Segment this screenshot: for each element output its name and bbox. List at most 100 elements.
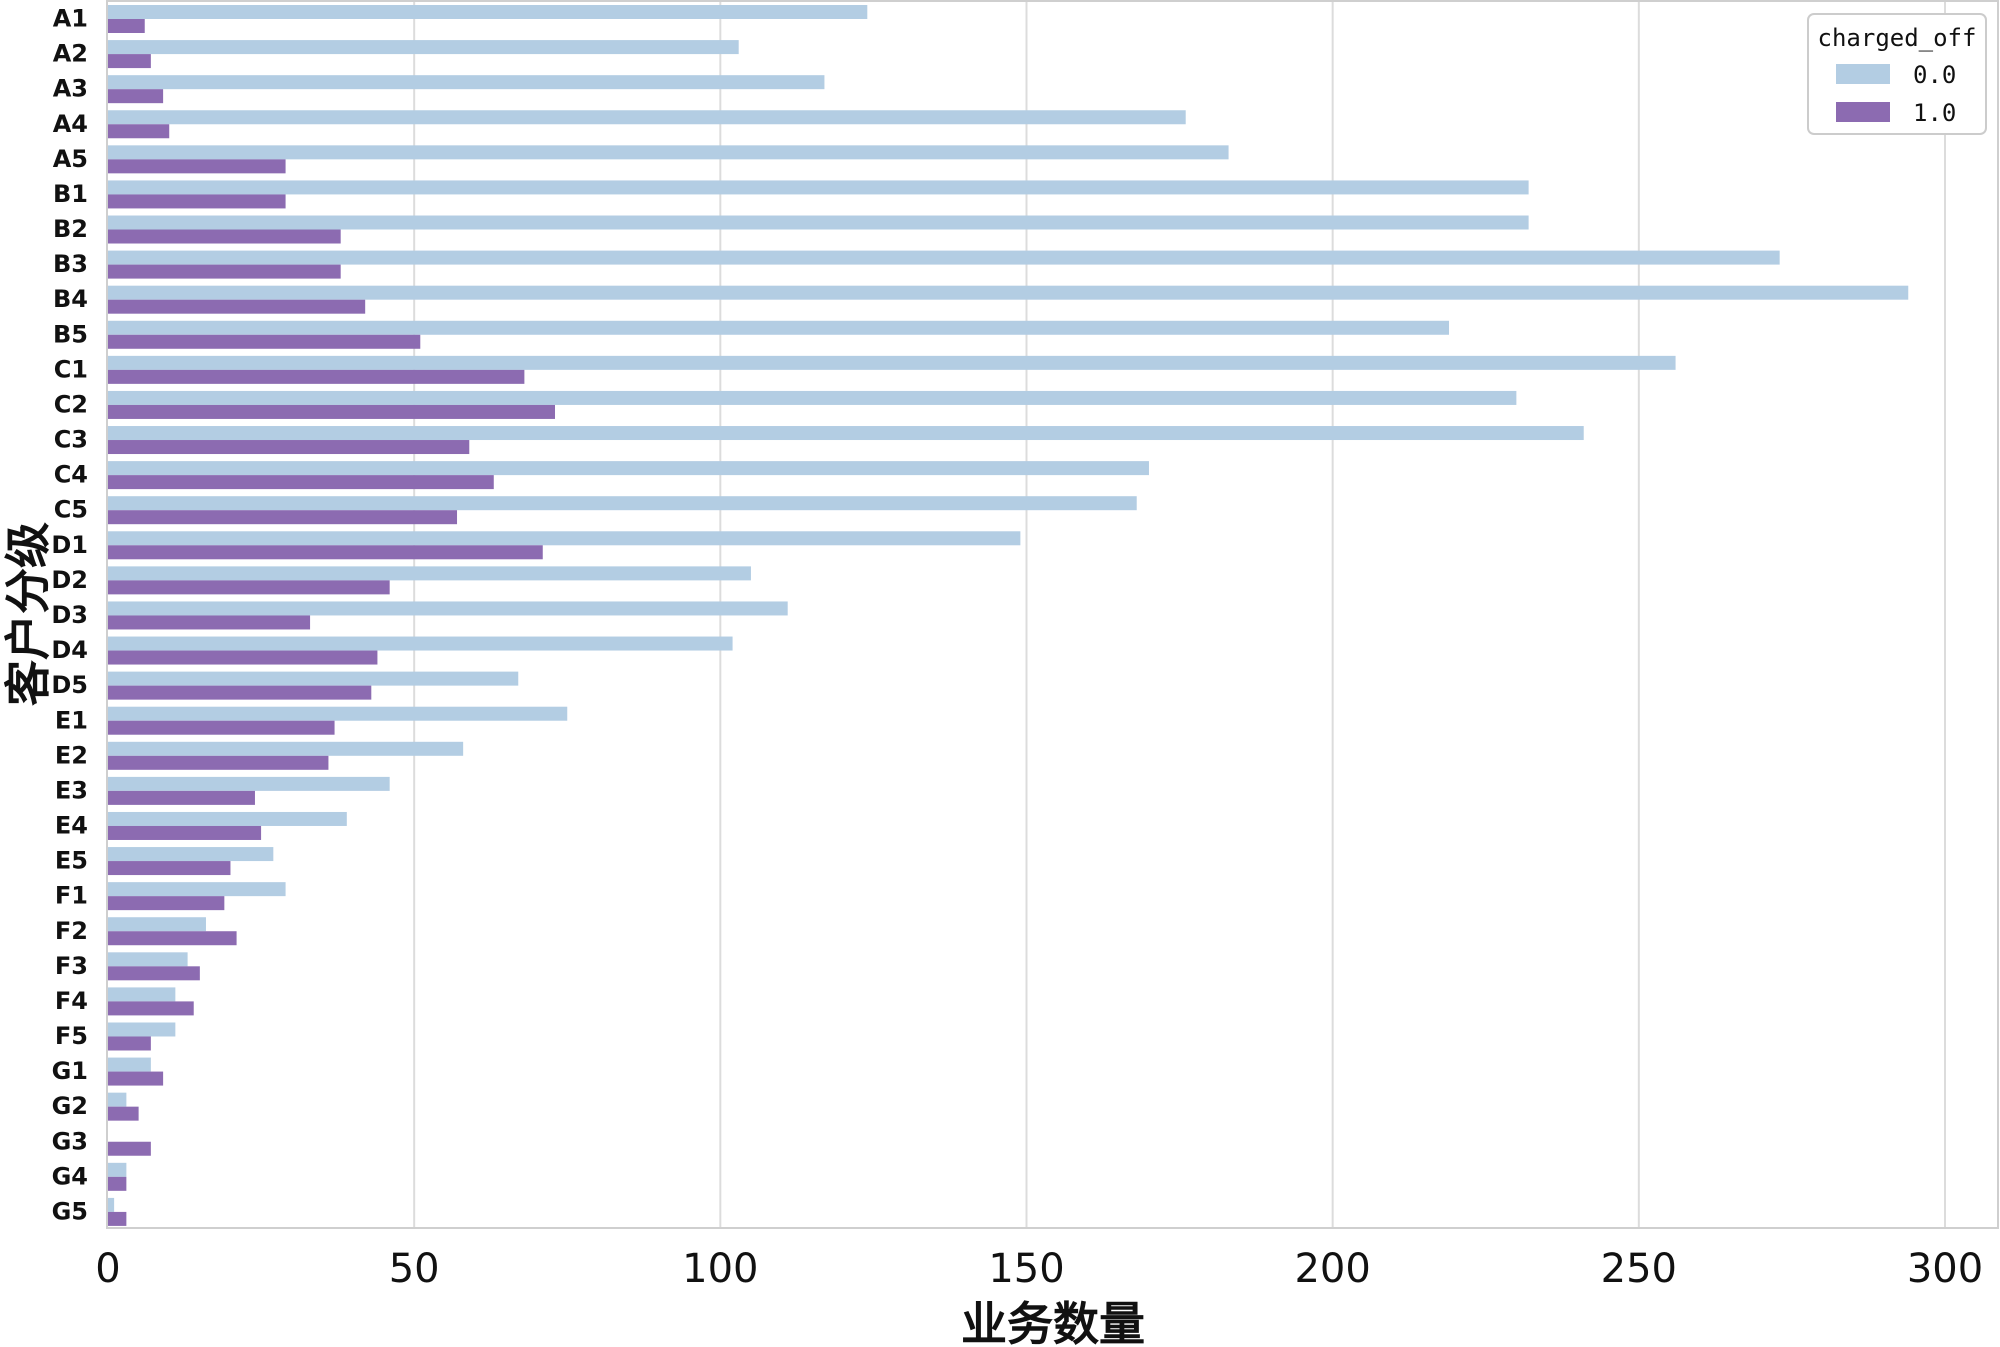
y-tick-label: D2 [51,566,88,594]
bar-D2-series-1.0 [108,580,390,595]
bar-C4-series-1.0 [108,475,494,490]
bar-B5-series-0.0 [108,320,1450,335]
bar-G1-series-0.0 [108,1057,151,1072]
bar-F3-series-0.0 [108,952,188,967]
y-tick-label: D1 [51,531,88,559]
bar-E4-series-1.0 [108,825,262,840]
y-tick-label: B5 [53,320,88,348]
y-tick-label: G1 [52,1057,88,1085]
bar-A3-series-0.0 [108,75,825,90]
bar-F2-series-1.0 [108,931,237,946]
bar-E2-series-0.0 [108,741,464,756]
bar-F1-series-0.0 [108,882,286,897]
plot-frame [106,0,1999,1229]
y-tick-label: E5 [55,847,88,875]
y-tick-label: B3 [53,250,88,278]
bar-C4-series-0.0 [108,461,1149,476]
bar-F5-series-1.0 [108,1036,151,1051]
bar-D3-series-1.0 [108,615,311,630]
legend: charged_off 0.0 1.0 [1807,13,1987,135]
bar-G2-series-1.0 [108,1106,139,1121]
x-tick-label: 150 [988,1246,1064,1292]
bar-G3-series-1.0 [108,1141,151,1156]
bar-C1-series-1.0 [108,369,525,384]
bar-A3-series-1.0 [108,89,164,104]
y-tick-label: F4 [55,987,88,1015]
bar-D5-series-0.0 [108,671,519,686]
y-tick-label: A2 [53,40,88,68]
legend-title: charged_off [1818,24,1977,52]
bar-E2-series-1.0 [108,755,329,770]
bar-F3-series-1.0 [108,966,200,981]
legend-swatch-1 [1836,102,1890,122]
y-tick-labels: A1 A2 A3 A4 A5 B1 B2 B3 B4 B5 C1 C2 C3 C4 C5 D1 D2 D3 D4 D5… [51,5,88,1226]
bar-B4-series-1.0 [108,299,366,314]
y-tick-label: B2 [53,215,88,243]
bar-B2-series-1.0 [108,229,341,244]
bar-D5-series-1.0 [108,685,372,700]
bar-D2-series-0.0 [108,566,751,581]
y-tick-label: C5 [54,496,88,524]
bar-G4-series-1.0 [108,1176,127,1191]
bar-A4-series-0.0 [108,110,1186,125]
y-tick-label: G5 [52,1197,88,1225]
bar-B3-series-1.0 [108,264,341,279]
bar-F2-series-0.0 [108,917,206,932]
bar-A5-series-0.0 [108,145,1229,160]
y-tick-label: A4 [53,110,88,138]
bar-D4-series-1.0 [108,650,378,665]
legend-label-0: 0.0 [1913,61,1956,89]
x-axis-title: 业务数量 [961,1297,1145,1347]
y-tick-label: F3 [55,952,88,980]
x-tick-label: 200 [1294,1246,1370,1292]
bar-E3-series-1.0 [108,790,255,805]
y-tick-label: B4 [53,285,88,313]
bar-A1-series-0.0 [108,5,868,19]
bar-F1-series-1.0 [108,896,225,911]
y-tick-label: E3 [55,776,88,804]
bar-A1-series-1.0 [108,19,145,33]
x-tick-label: 300 [1907,1246,1983,1292]
y-tick-label: E4 [55,812,88,840]
bar-E4-series-0.0 [108,811,347,826]
x-tick-label: 100 [682,1246,758,1292]
bar-C5-series-1.0 [108,510,458,525]
bar-A2-series-0.0 [108,40,739,55]
bar-G1-series-1.0 [108,1071,164,1086]
x-tick-label: 250 [1601,1246,1677,1292]
bar-B4-series-0.0 [108,285,1909,300]
bar-D1-series-0.0 [108,531,1021,546]
y-tick-label: G4 [52,1162,88,1190]
bar-C2-series-1.0 [108,404,556,419]
legend-label-1: 1.0 [1913,99,1956,127]
bar-E5-series-1.0 [108,861,231,876]
bar-F4-series-0.0 [108,987,176,1002]
bar-B1-series-1.0 [108,194,286,209]
legend-swatch-0 [1836,64,1890,84]
bars [108,5,1909,1226]
y-tick-label: C1 [54,355,88,383]
bar-F5-series-0.0 [108,1022,176,1037]
x-tick-label: 0 [95,1246,120,1292]
bar-E3-series-0.0 [108,776,390,791]
bar-C3-series-0.0 [108,426,1584,441]
x-tick-labels: 0 50 100 150 200 250 300 [95,1246,1983,1292]
bar-E1-series-1.0 [108,720,335,735]
y-tick-label: F1 [55,882,88,910]
y-tick-label: E2 [55,741,88,769]
bar-G2-series-0.0 [108,1092,127,1107]
y-tick-label: F2 [55,917,88,945]
bar-C2-series-0.0 [108,390,1517,405]
y-tick-label: C3 [54,426,88,454]
y-tick-label: E1 [55,706,88,734]
bar-G5-series-1.0 [108,1211,127,1226]
bar-C3-series-1.0 [108,440,470,455]
bar-E5-series-0.0 [108,847,274,862]
bar-G5-series-0.0 [108,1197,115,1212]
y-tick-label: D3 [51,601,88,629]
y-tick-label: A3 [53,75,88,103]
bar-D4-series-0.0 [108,636,733,651]
bar-A5-series-1.0 [108,159,286,174]
